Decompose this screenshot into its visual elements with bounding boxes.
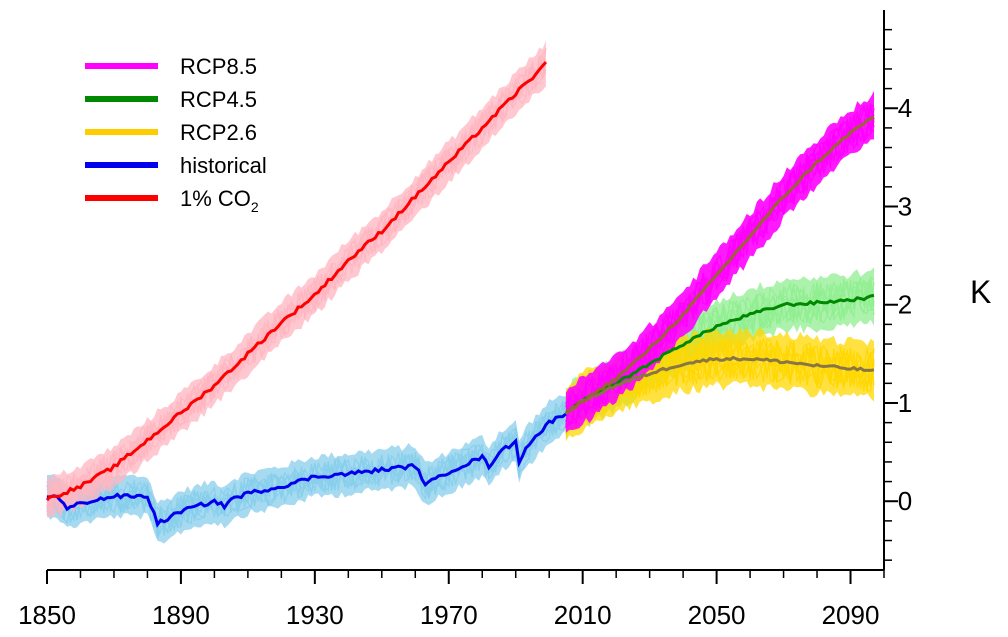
y-tick-label: 1 xyxy=(898,388,912,418)
member-line xyxy=(46,397,567,532)
ensemble-means xyxy=(45,61,875,528)
legend-label: historical xyxy=(180,153,267,178)
band-rcp4-5 xyxy=(565,267,874,440)
legend-label: RCP8.5 xyxy=(180,54,257,79)
member-line xyxy=(46,405,567,540)
y-axis-unit-label: K xyxy=(970,274,991,310)
member-line xyxy=(46,47,547,508)
y-tick-label: 3 xyxy=(898,191,912,221)
legend-item: RCP8.5 xyxy=(85,54,257,79)
axes: 1850 1890 1930 1970 2010 2050 2090 0 1 2 3 4 xyxy=(18,10,912,630)
member-line xyxy=(46,399,567,532)
legend: RCP8.5 RCP4.5 RCP2.6 historical 1% CO2 xyxy=(85,54,267,215)
legend-item: RCP2.6 xyxy=(85,120,257,145)
x-tick-label: 2090 xyxy=(822,600,880,630)
x-tick-label: 1850 xyxy=(18,600,76,630)
legend-item: 1% CO2 xyxy=(85,186,259,215)
mean-line-rcp4-5 xyxy=(564,293,875,415)
mean-line-1-co- xyxy=(45,61,548,502)
x-tick-label: 1930 xyxy=(286,600,344,630)
x-tick-label: 1970 xyxy=(420,600,478,630)
legend-item: RCP4.5 xyxy=(85,87,257,112)
x-tick-label: 2050 xyxy=(688,600,746,630)
legend-label: RCP4.5 xyxy=(180,87,257,112)
mean-line-rcp8-5 xyxy=(565,115,875,413)
legend-item: historical xyxy=(85,153,267,178)
mean-line-rcp2-6 xyxy=(564,355,875,415)
legend-label: RCP2.6 xyxy=(180,120,257,145)
member-line xyxy=(565,103,875,427)
y-tick-label: 4 xyxy=(898,93,912,123)
x-tick-label: 1890 xyxy=(152,600,210,630)
legend-label: 1% CO2 xyxy=(180,186,259,215)
y-tick-label: 0 xyxy=(898,486,912,516)
x-tick-label: 2010 xyxy=(554,600,612,630)
y-tick-label: 2 xyxy=(898,290,912,320)
mean-line-historical xyxy=(46,412,567,528)
